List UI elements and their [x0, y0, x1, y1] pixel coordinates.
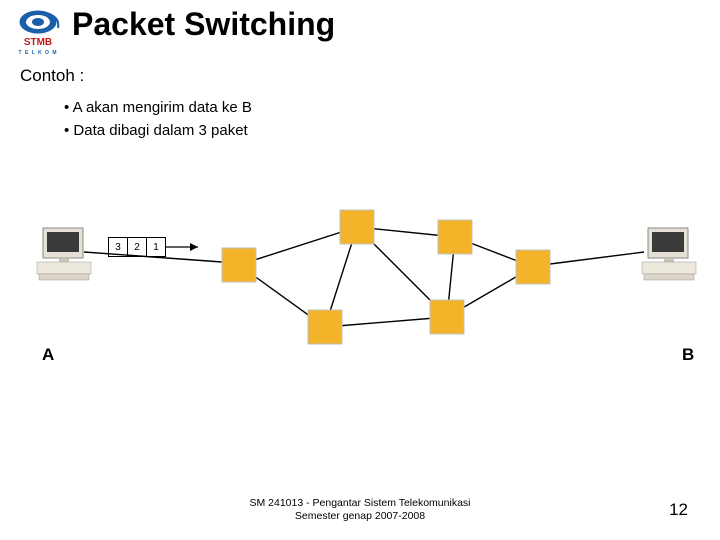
network-diagram [0, 180, 720, 400]
footer-line: Semester genap 2007-2008 [0, 510, 720, 524]
footer: SM 241013 - Pengantar Sistem Telekomunik… [0, 497, 720, 524]
bullet-item: Data dibagi dalam 3 paket [64, 119, 252, 142]
router-node [222, 248, 256, 282]
subtitle: Contoh : [20, 66, 84, 86]
svg-text:T E L K O M: T E L K O M [19, 50, 58, 56]
footer-line: SM 241013 - Pengantar Sistem Telekomunik… [0, 497, 720, 511]
router-node [430, 300, 464, 334]
svg-text:STMB: STMB [24, 37, 52, 48]
computer-icon [37, 228, 91, 280]
host-b-label: B [682, 345, 694, 365]
bullet-list: A akan mengirim data ke B Data dibagi da… [64, 96, 252, 143]
host-a-label: A [42, 345, 54, 365]
slide-number: 12 [669, 500, 688, 520]
router-node [516, 250, 550, 284]
brand-logo: STMB T E L K O M [14, 8, 62, 58]
bullet-item: A akan mengirim data ke B [64, 96, 252, 119]
router-node [438, 220, 472, 254]
router-node [308, 310, 342, 344]
slide-title: Packet Switching [72, 6, 335, 43]
computer-icon [642, 228, 696, 280]
router-node [340, 210, 374, 244]
